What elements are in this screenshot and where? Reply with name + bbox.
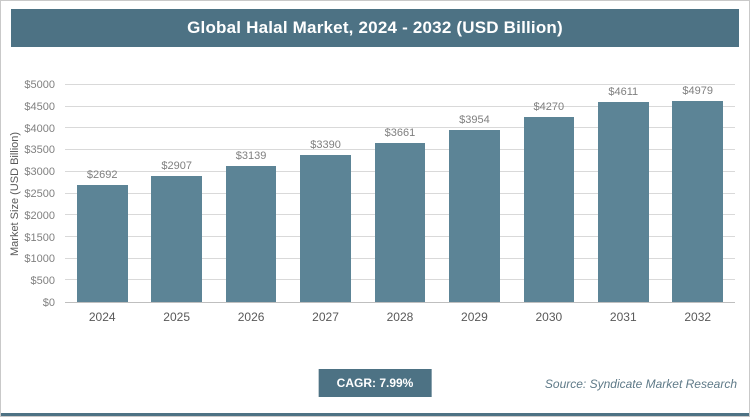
x-axis-label: 2029 [461, 310, 488, 324]
x-axis-label: 2030 [535, 310, 563, 324]
y-tick-label: $1000 [24, 253, 55, 266]
y-tick-label: $2000 [24, 209, 55, 222]
gridline [65, 105, 735, 107]
bar [76, 185, 128, 302]
bar-slot: $2692 [65, 85, 139, 302]
y-tick-label: $3000 [24, 166, 55, 179]
y-tick-label: $1500 [24, 231, 55, 244]
bar-series: $2692 $2907 $3139 $3390 $3661 $3954 $4270 $4611… [65, 85, 735, 302]
gridline [65, 84, 735, 85]
bar [300, 154, 351, 302]
bar [523, 116, 575, 302]
x-axis-label: 2026 [237, 310, 265, 324]
y-axis-ticks: $0 $500 $1000 $1500 $2000 $2500 $3000 $3500 $400… [1, 79, 59, 309]
cagr-badge: CAGR: 7.99% [318, 369, 432, 397]
bar-slot: $3661 [363, 85, 437, 302]
x-axis-label: 2025 [163, 310, 190, 324]
bar [449, 130, 500, 302]
x-axis-label: 2032 [684, 310, 712, 324]
x-axis-label: 2024 [88, 310, 116, 324]
bar [151, 175, 202, 302]
x-axis-labels: 2024 2025 2026 2027 2028 2029 2030 2031 2032 [65, 304, 735, 330]
bar-value-label: $2692 [86, 169, 118, 182]
bar-value-label: $2907 [161, 159, 192, 172]
x-axis-label: 2028 [386, 310, 414, 324]
x-axis-label: 2027 [312, 310, 339, 324]
bar-slot: $4611 [586, 85, 660, 302]
bar [597, 101, 649, 302]
x-axis-label: 2031 [609, 310, 637, 324]
bottom-accent-strip [1, 413, 749, 416]
bar-value-label: $4611 [608, 85, 639, 98]
y-tick-label: $2500 [24, 188, 55, 200]
bar [672, 101, 724, 302]
chart-title: Global Halal Market, 2024 - 2032 (USD Bi… [187, 18, 563, 37]
bar-value-label: $3390 [310, 138, 341, 151]
bar-slot: $4270 [512, 85, 586, 302]
y-tick-label: $0 [42, 297, 55, 309]
bar-value-label: $3954 [459, 114, 490, 127]
bar [374, 143, 426, 302]
cagr-label: CAGR: 7.99% [336, 376, 414, 390]
bar [225, 165, 277, 302]
bar-slot: $4979 [661, 85, 735, 302]
chart-title-bar: Global Halal Market, 2024 - 2032 (USD Bi… [11, 9, 739, 47]
bar-value-label: $3139 [235, 149, 267, 162]
bar-slot: $3954 [437, 85, 511, 302]
plot-area: $2692 $2907 $3139 $3390 $3661 $3954 $4270 $4611… [65, 84, 735, 303]
source-credit: Source: Syndicate Market Research [544, 377, 737, 391]
bar-value-label: $4270 [533, 100, 565, 113]
bar-slot: $3139 [214, 85, 288, 302]
y-tick-label: $4500 [24, 100, 55, 113]
y-tick-label: $5000 [24, 79, 55, 91]
gridline [65, 127, 735, 129]
bar-slot: $2907 [139, 85, 213, 302]
y-tick-label: $500 [30, 275, 55, 288]
y-tick-label: $4000 [24, 122, 55, 135]
y-tick-label: $3500 [24, 144, 55, 157]
bar-value-label: $4979 [682, 85, 714, 97]
bar-slot: $3390 [288, 85, 362, 302]
bar-value-label: $3661 [384, 127, 416, 140]
